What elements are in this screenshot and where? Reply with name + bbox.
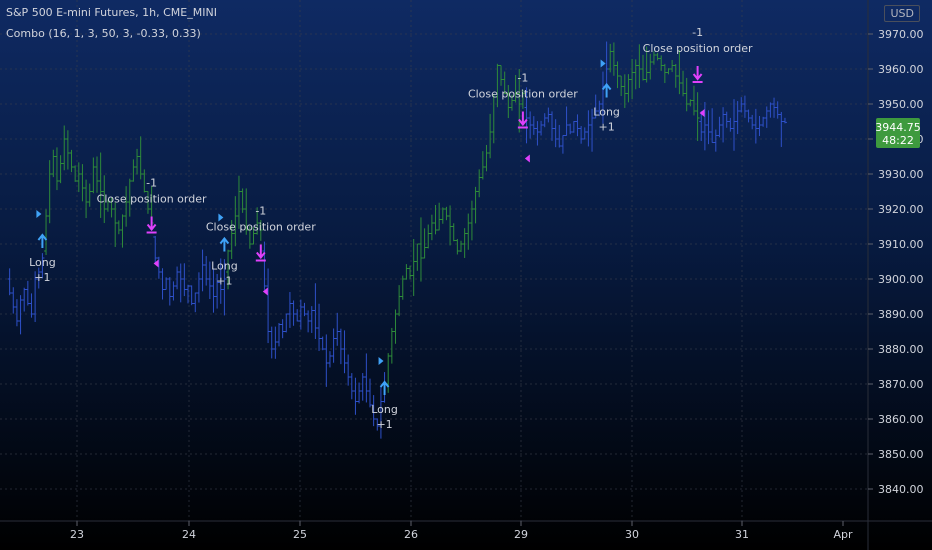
grid-lines — [0, 0, 868, 521]
ohlc-bar — [520, 89, 525, 109]
signal-qty: +1 — [376, 418, 392, 431]
signal-label: Long — [371, 403, 398, 416]
signal-label: Close position order — [468, 88, 578, 101]
time-axis[interactable]: 23 24 25 26 29 30 31 Apr — [70, 521, 853, 541]
time-tick-label: 29 — [514, 528, 528, 541]
signal-label: Close position order — [97, 193, 207, 206]
time-tick-label: Apr — [833, 528, 853, 541]
sell-arrow-icon — [692, 66, 703, 83]
time-tick-label: 25 — [293, 528, 307, 541]
signal-qty: +1 — [216, 275, 232, 288]
signal-qty: -1 — [146, 177, 157, 190]
long-entry-signal: Long +1 — [593, 59, 620, 134]
price-axis[interactable]: 3840.00 3850.00 3860.00 3870.00 3880.00 3890.… — [868, 28, 924, 496]
price-tick-label: 3900.00 — [878, 273, 924, 286]
signal-label: Close position order — [206, 221, 316, 234]
close-position-signal: -1 Close position order — [206, 205, 316, 296]
buy-arrow-icon — [379, 380, 390, 395]
time-tick-label: 23 — [70, 528, 84, 541]
last-price-value: 3944.75 — [875, 121, 921, 134]
price-tick-label: 3950.00 — [878, 98, 924, 111]
study-legend[interactable]: Combo (16, 1, 3, 50, 3, -0.33, 0.33) — [6, 27, 201, 40]
price-tick-label: 3930.00 — [878, 168, 924, 181]
time-tick-label: 31 — [735, 528, 749, 541]
price-tick-label: 3860.00 — [878, 413, 924, 426]
price-tick-label: 3840.00 — [878, 483, 924, 496]
sell-arrow-icon — [517, 111, 528, 129]
long-entry-signal: Long +1 — [211, 213, 238, 288]
buy-arrow-icon — [601, 82, 612, 98]
bar-countdown: 48:22 — [882, 134, 914, 147]
signal-qty: -1 — [255, 205, 266, 218]
signal-qty: +1 — [598, 121, 614, 134]
signal-qty: +1 — [34, 271, 50, 284]
price-tick-label: 3850.00 — [878, 448, 924, 461]
close-position-signal: -1 Close position order — [468, 72, 578, 163]
strategy-signals: Long +1 -1 Close position order Long +1 -1 Clos… — [29, 26, 753, 431]
signal-qty: -1 — [692, 26, 703, 39]
buy-arrow-icon — [37, 233, 48, 248]
ohlc-bar — [258, 219, 263, 241]
price-tick-label: 3880.00 — [878, 343, 924, 356]
price-tick-label: 3920.00 — [878, 203, 924, 216]
long-entry-signal: Long +1 — [371, 357, 398, 431]
price-tick-label: 3890.00 — [878, 308, 924, 321]
sell-arrow-icon — [146, 216, 157, 234]
entry-marker — [218, 213, 224, 222]
time-tick-label: 30 — [625, 528, 639, 541]
price-tick-label: 3960.00 — [878, 63, 924, 76]
signal-label: Long — [211, 260, 238, 273]
exit-marker — [524, 154, 530, 163]
signal-label: Long — [29, 256, 56, 269]
currency-button[interactable]: USD — [884, 5, 920, 22]
exit-marker — [153, 259, 159, 268]
entry-marker — [378, 357, 384, 365]
symbol-title[interactable]: S&P 500 E-mini Futures, 1h, CME_MINI — [6, 6, 217, 19]
price-tick-label: 3970.00 — [878, 28, 924, 41]
time-tick-label: 24 — [182, 528, 196, 541]
entry-marker — [600, 59, 606, 68]
close-position-signal: -1 Close position order — [643, 26, 753, 117]
price-bars — [7, 41, 787, 439]
ohlc-bar — [782, 117, 787, 124]
signal-qty: -1 — [517, 72, 528, 85]
signal-label: Close position order — [643, 42, 753, 55]
price-tick-label: 3870.00 — [878, 378, 924, 391]
close-position-signal: -1 Close position order — [97, 177, 207, 268]
buy-arrow-icon — [219, 236, 230, 252]
exit-marker — [262, 287, 268, 296]
time-tick-label: 26 — [404, 528, 418, 541]
last-price-label: 3944.75 48:22 — [875, 118, 921, 148]
sell-arrow-icon — [255, 244, 266, 262]
ohlc-bar — [695, 92, 700, 141]
exit-marker — [699, 109, 705, 117]
long-entry-signal: Long +1 — [29, 210, 56, 284]
entry-marker — [36, 210, 42, 218]
ohlc-bar — [222, 259, 227, 316]
ohlc-bar — [40, 253, 45, 279]
price-tick-label: 3910.00 — [878, 238, 924, 251]
signal-label: Long — [593, 106, 620, 119]
